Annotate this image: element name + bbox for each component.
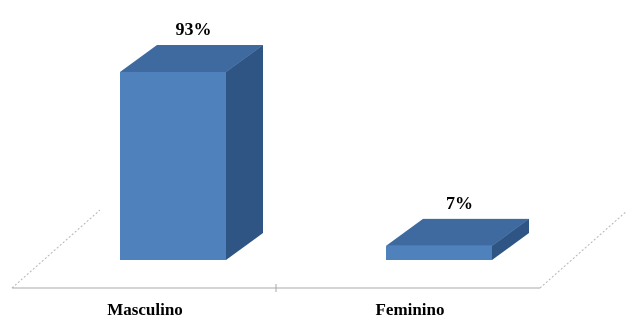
category-label-masculino: Masculino (107, 300, 183, 319)
bar-top-feminino (386, 218, 529, 246)
value-label-masculino: 93% (176, 19, 212, 39)
bar-feminino (386, 218, 529, 260)
floor-right-edge (539, 211, 626, 289)
bar-top-masculino (120, 45, 263, 72)
bar-masculino (120, 45, 263, 260)
bars-group (120, 45, 529, 260)
bar-side-masculino (226, 45, 263, 260)
category-label-feminino: Feminino (376, 300, 445, 319)
bar-side-feminino (492, 218, 529, 260)
chart-floor (11, 209, 626, 292)
value-label-feminino: 7% (446, 193, 473, 213)
floor-left-edge (11, 209, 101, 289)
bar-front-feminino (386, 245, 492, 260)
labels-group: 93% Masculino 7% Feminino (107, 19, 473, 319)
bar-front-masculino (120, 72, 226, 260)
